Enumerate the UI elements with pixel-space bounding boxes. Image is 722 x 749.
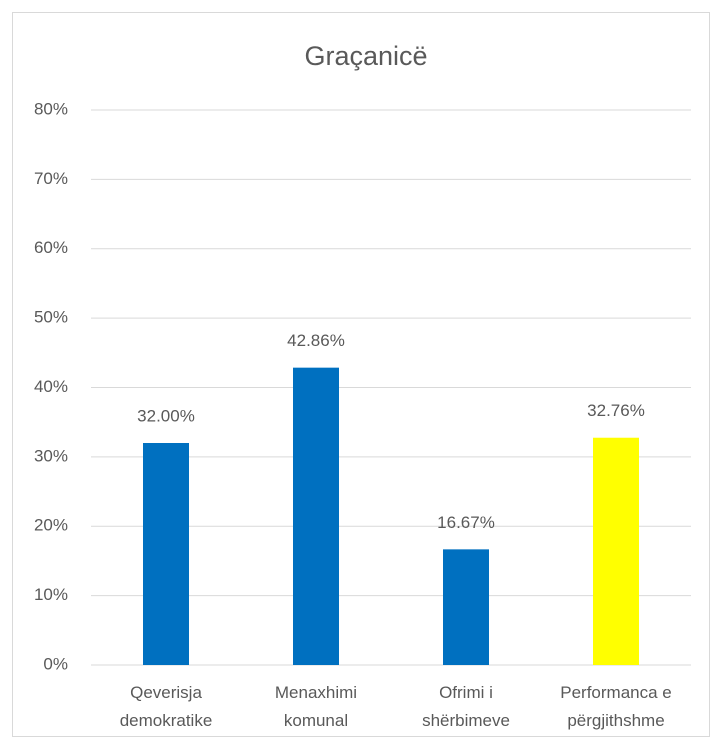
y-tick-label: 40% (34, 377, 68, 396)
data-label: 42.86% (287, 331, 345, 350)
bar (293, 367, 339, 665)
y-tick-label: 60% (34, 238, 68, 257)
x-tick-label: Menaxhimi komunal (275, 683, 357, 730)
chart-title: Graçanicë (304, 41, 427, 71)
y-tick-label: 50% (34, 308, 68, 327)
x-tick-label: Ofrimi i shërbimeve (422, 683, 510, 730)
y-tick-label: 20% (34, 516, 68, 535)
bar (593, 437, 639, 665)
y-tick-label: 80% (34, 99, 68, 118)
y-tick-label: 10% (34, 585, 68, 604)
x-tick-label: Performanca e përgjithshme (560, 683, 672, 730)
bar (143, 443, 189, 665)
y-tick-label: 30% (34, 446, 68, 465)
y-tick-label: 0% (43, 654, 68, 673)
data-label: 32.76% (587, 401, 645, 420)
data-label: 32.00% (137, 406, 195, 425)
y-tick-label: 70% (34, 169, 68, 188)
x-tick-label: Qeverisja demokratike (120, 683, 213, 730)
data-label: 16.67% (437, 513, 495, 532)
bar (443, 549, 489, 665)
